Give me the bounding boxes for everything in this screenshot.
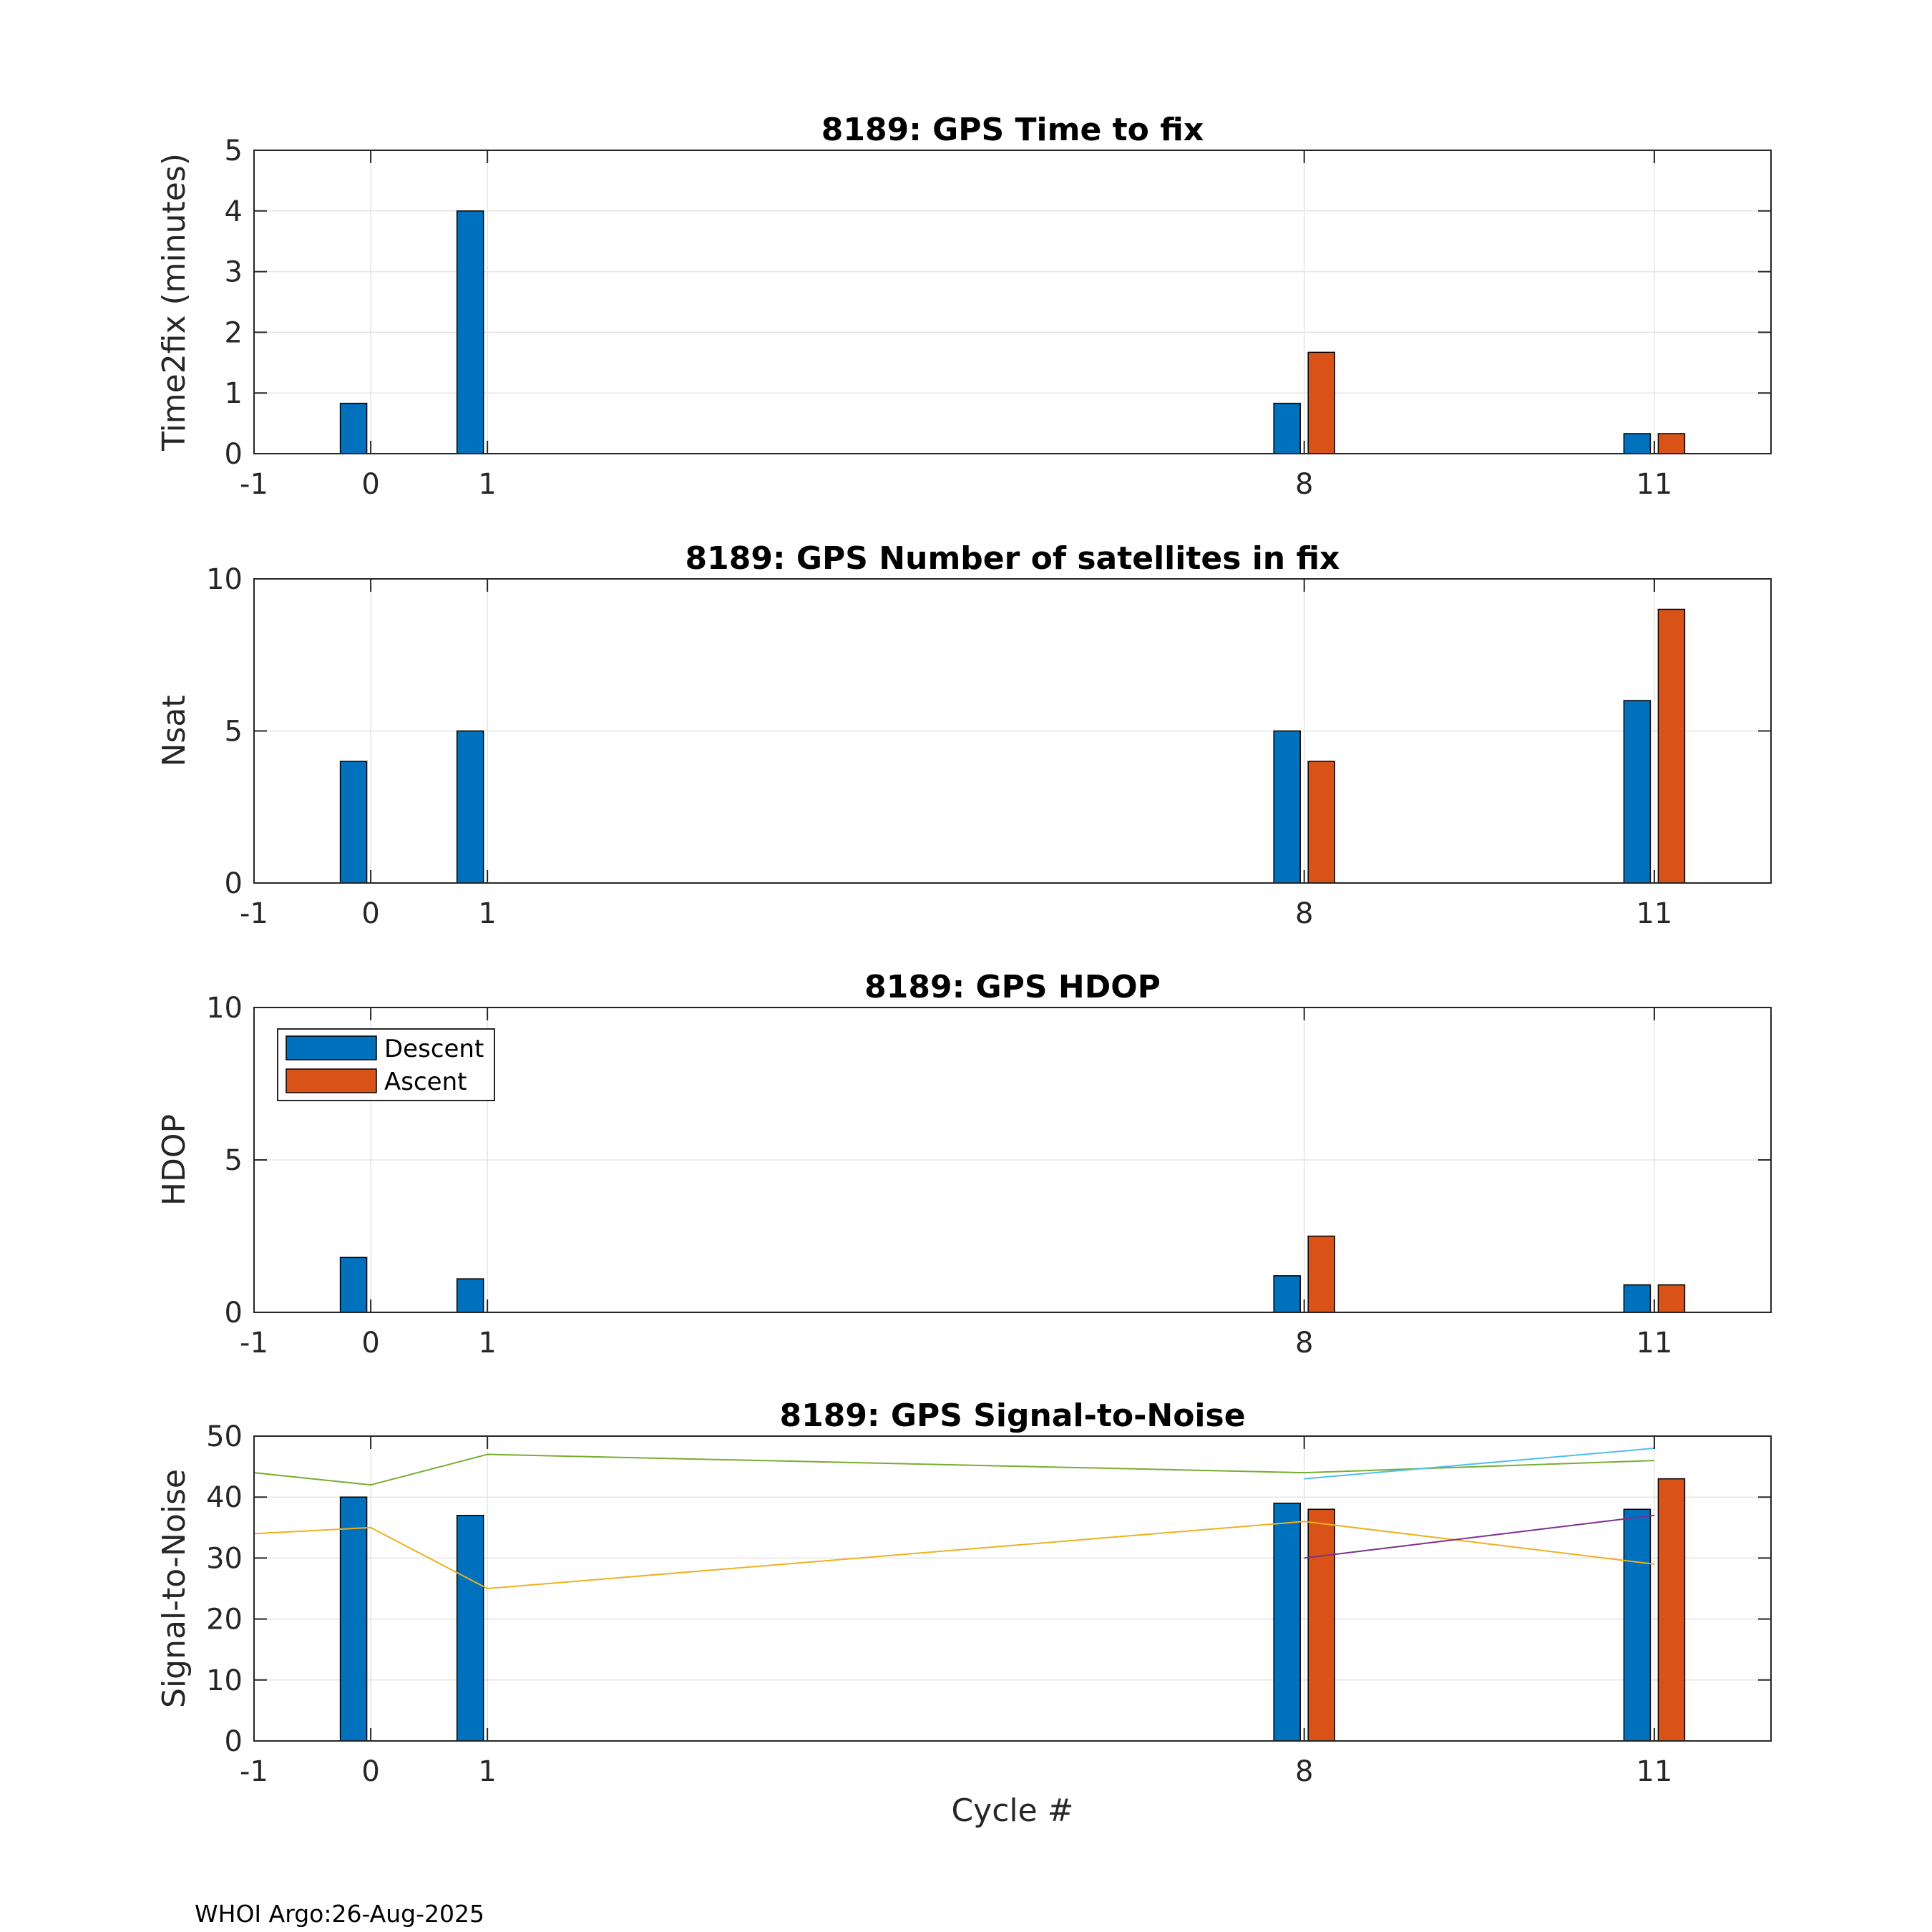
x-tick-label: 11: [1636, 1755, 1672, 1788]
x-axis-label: Cycle #: [951, 1792, 1073, 1829]
bar-descent-cycle-11: [1623, 1508, 1652, 1742]
bar-descent-cycle-0: [339, 761, 368, 884]
y-tick-label: 20: [206, 1604, 243, 1636]
bar-ascent-cycle-11: [1657, 1284, 1686, 1313]
x-tick-label: 11: [1636, 1327, 1672, 1360]
bar-descent-cycle-8: [1273, 1275, 1301, 1313]
y-tick-label: 2: [225, 316, 243, 349]
bar-descent-cycle-8: [1273, 730, 1301, 884]
y-tick-label: 10: [206, 563, 243, 596]
chart-title: 8189: GPS HDOP: [864, 969, 1161, 1005]
snr-line-4: [1304, 1514, 1655, 1559]
bar-descent-cycle-11: [1623, 700, 1652, 884]
axes-box: [253, 150, 1772, 454]
y-axis-label: Signal-to-Noise: [156, 1469, 192, 1708]
x-tick-label: 8: [1295, 1327, 1313, 1360]
y-tick-label: 40: [206, 1481, 243, 1514]
bar-ascent-cycle-8: [1307, 761, 1335, 884]
bar-descent-cycle-1: [456, 1278, 484, 1313]
y-tick-label: 5: [225, 716, 243, 748]
y-axis-label: HDOP: [156, 1114, 192, 1206]
x-tick-label: 11: [1636, 897, 1672, 930]
y-tick-label: 4: [225, 195, 243, 228]
y-axis-label: Nsat: [156, 695, 192, 766]
x-tick-label: 0: [361, 1755, 379, 1788]
legend-label-ascent: Ascent: [384, 1068, 467, 1096]
x-tick-label: 8: [1295, 897, 1313, 930]
legend: Descent Ascent: [277, 1028, 495, 1101]
bar-ascent-cycle-8: [1307, 351, 1335, 454]
snr-line-3: [1304, 1448, 1655, 1480]
x-tick-label: -1: [240, 468, 268, 501]
bar-descent-cycle-0: [339, 402, 368, 454]
bar-ascent-cycle-8: [1307, 1235, 1335, 1313]
y-tick-label: 5: [225, 1144, 243, 1177]
bar-descent-cycle-0: [339, 1496, 368, 1742]
snr-line-2: [253, 1521, 1655, 1590]
x-tick-label: 1: [478, 468, 496, 501]
chart-title: 8189: GPS Time to fix: [821, 112, 1204, 148]
y-tick-label: 3: [225, 256, 243, 289]
snr-line-1: [253, 1453, 1654, 1486]
y-tick-label: 0: [225, 438, 243, 471]
bar-descent-cycle-11: [1623, 433, 1652, 454]
chart-title: 8189: GPS Signal-to-Noise: [779, 1397, 1245, 1434]
axes-box: [253, 1435, 1772, 1742]
y-tick-label: 10: [206, 1664, 243, 1697]
x-tick-label: 0: [361, 468, 379, 501]
x-tick-label: -1: [240, 1327, 268, 1360]
bar-descent-cycle-1: [456, 1515, 484, 1742]
bar-descent-cycle-0: [339, 1257, 368, 1313]
legend-swatch-descent: [286, 1035, 377, 1060]
x-tick-label: -1: [240, 1755, 268, 1788]
footer-text: WHOI Argo:26-Aug-2025: [195, 1900, 484, 1928]
chart-title: 8189: GPS Number of satellites in fix: [686, 540, 1340, 577]
bar-descent-cycle-1: [456, 730, 484, 884]
x-tick-label: 8: [1295, 1755, 1313, 1788]
bar-descent-cycle-8: [1273, 402, 1301, 454]
bar-descent-cycle-8: [1273, 1502, 1301, 1742]
bar-ascent-cycle-11: [1657, 608, 1686, 884]
y-tick-label: 10: [206, 992, 243, 1025]
y-tick-label: 1: [225, 377, 243, 410]
y-tick-label: 30: [206, 1542, 243, 1575]
x-tick-label: 0: [361, 897, 379, 930]
y-tick-label: 0: [225, 1725, 243, 1758]
legend-label-descent: Descent: [384, 1035, 484, 1063]
x-tick-label: -1: [240, 897, 268, 930]
x-tick-label: 8: [1295, 468, 1313, 501]
y-tick-label: 0: [225, 1297, 243, 1330]
bar-descent-cycle-1: [456, 210, 484, 454]
legend-swatch-ascent: [286, 1068, 377, 1093]
y-tick-label: 5: [225, 135, 243, 167]
bar-descent-cycle-11: [1623, 1284, 1652, 1313]
bar-ascent-cycle-8: [1307, 1508, 1335, 1742]
bar-ascent-cycle-11: [1657, 1478, 1686, 1742]
x-tick-label: 0: [361, 1327, 379, 1360]
y-axis-label: Time2fix (minutes): [156, 153, 192, 452]
x-tick-label: 1: [478, 897, 496, 930]
x-tick-label: 1: [478, 1755, 496, 1788]
bar-ascent-cycle-11: [1657, 433, 1686, 454]
x-tick-label: 11: [1636, 468, 1672, 501]
y-tick-label: 50: [206, 1420, 243, 1453]
x-tick-label: 1: [478, 1327, 496, 1360]
y-tick-label: 0: [225, 867, 243, 900]
